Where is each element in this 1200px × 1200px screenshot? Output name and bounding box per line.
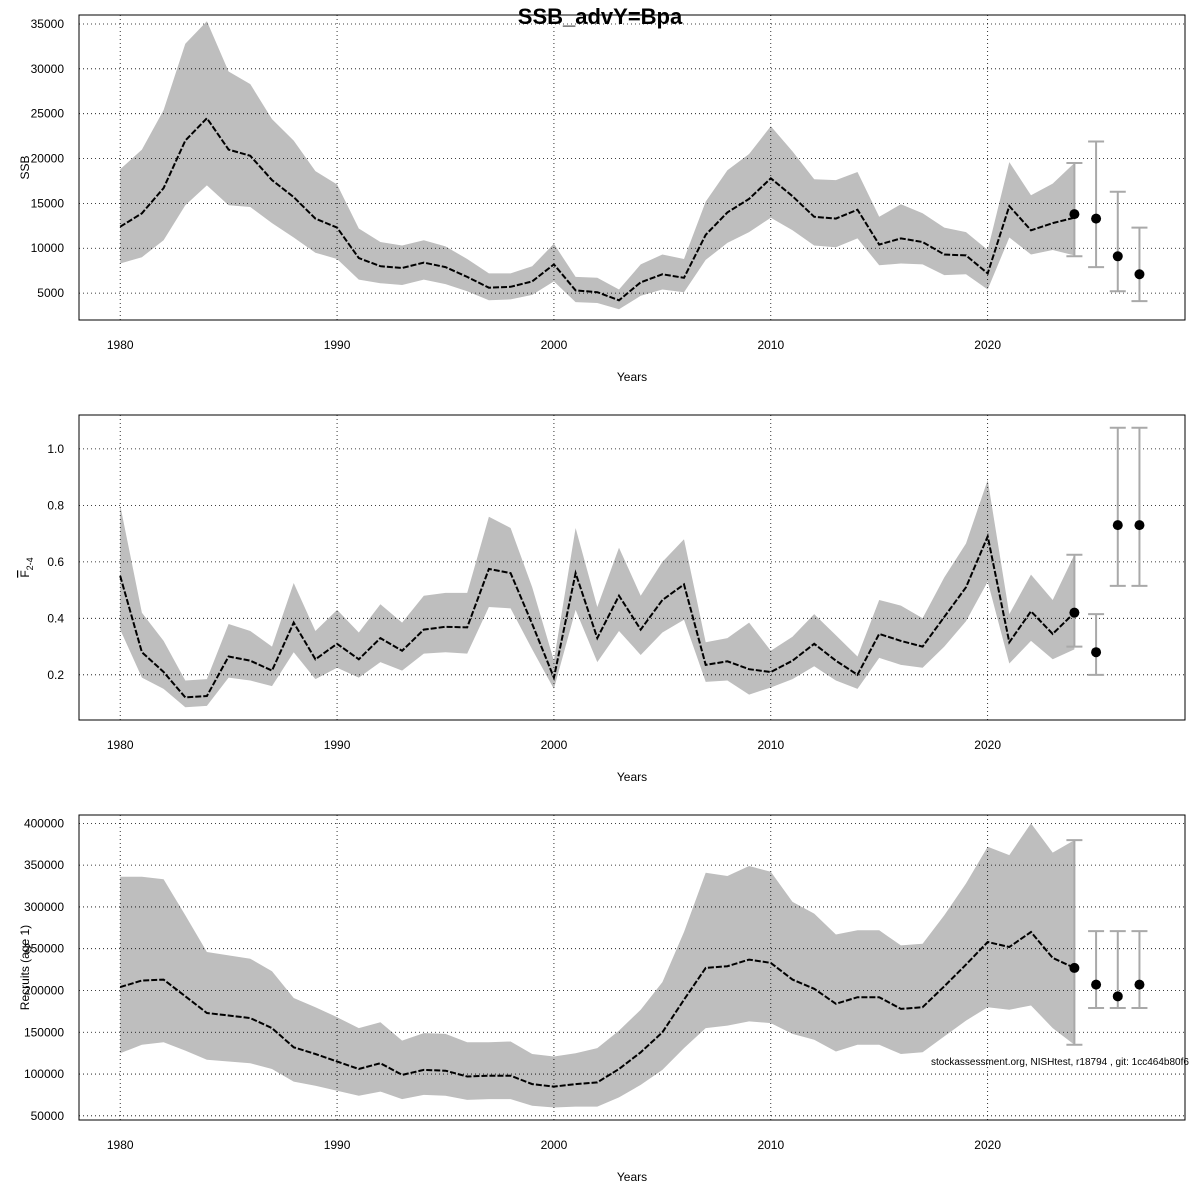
y-tick-label: 150000 [24, 1025, 64, 1039]
x-axis-label: Years [617, 1170, 647, 1184]
y-tick-label: 0.6 [47, 555, 64, 569]
x-tick-label: 2020 [974, 1138, 1001, 1152]
x-tick-label: 2010 [757, 738, 784, 752]
y-tick-label: 400000 [24, 816, 64, 830]
x-tick-label: 1990 [324, 338, 351, 352]
y-tick-label: 5000 [37, 286, 64, 300]
x-tick-label: 1980 [107, 738, 134, 752]
forecast-point [1112, 251, 1123, 262]
y-axis-label: F2-4 [18, 557, 35, 577]
forecast-point [1091, 647, 1102, 658]
y-tick-label: 25000 [31, 107, 65, 121]
plot-frame [78, 14, 1186, 321]
x-tick-label: 1980 [107, 338, 134, 352]
forecast-point [1091, 979, 1102, 990]
x-tick-label: 2000 [541, 338, 568, 352]
forecast-point [1112, 991, 1123, 1002]
panel-1: 1980 1990 2000 2010 2020 5000 10000 15000 20000 2… [18, 14, 1186, 384]
forecast-point [1112, 520, 1123, 531]
x-axis-label: Years [617, 770, 647, 784]
y-tick-label: 15000 [31, 196, 65, 210]
y-tick-label: 300000 [24, 900, 64, 914]
confidence-band [120, 823, 1075, 1108]
x-tick-label: 1980 [107, 1138, 134, 1152]
y-tick-label: 20000 [31, 152, 65, 166]
panel-3: 1980 1990 2000 2010 2020 50000 100000 150000 200… [18, 814, 1186, 1184]
x-axis-label: Years [617, 370, 647, 384]
y-axis-label: SSB [18, 155, 32, 179]
x-tick-label: 2000 [541, 738, 568, 752]
plot-frame [78, 814, 1186, 1121]
y-tick-label: 0.8 [47, 498, 64, 512]
x-tick-label: 2020 [974, 738, 1001, 752]
confidence-band [120, 480, 1075, 708]
y-tick-label: 350000 [24, 858, 64, 872]
y-tick-label: 10000 [31, 241, 65, 255]
y-tick-label: 0.4 [47, 611, 64, 625]
y-tick-label: 30000 [31, 62, 65, 76]
forecast-point [1069, 962, 1080, 973]
x-tick-label: 2000 [541, 1138, 568, 1152]
forecast-point [1069, 607, 1080, 618]
estimate-line [119, 930, 1075, 1088]
panel-2: 1980 1990 2000 2010 2020 0.2 0.4 0.6 0.8 1.0 Years… [18, 414, 1186, 784]
forecast-point [1134, 979, 1145, 990]
confidence-band [120, 21, 1075, 310]
x-tick-label: 2010 [757, 338, 784, 352]
y-tick-label: 35000 [31, 17, 65, 31]
plot-frame [78, 414, 1186, 721]
x-tick-label: 2020 [974, 338, 1001, 352]
x-tick-label: 1990 [324, 738, 351, 752]
y-tick-label: 0.2 [47, 668, 64, 682]
chart-title: SSB_advY=Bpa [518, 4, 683, 29]
y-tick-label: 50000 [31, 1109, 65, 1123]
y-tick-label: 100000 [24, 1067, 64, 1081]
x-tick-label: 2010 [757, 1138, 784, 1152]
forecast-point [1134, 520, 1145, 531]
forecast-point [1134, 269, 1145, 280]
footer-note: stockassessment.org, NISHtest, r18794 , … [931, 1057, 1189, 1068]
y-axis-label: Recruits (age 1) [18, 925, 32, 1010]
y-tick-label: 200000 [24, 983, 64, 997]
y-tick-label: 1.0 [47, 442, 64, 456]
x-tick-label: 1990 [324, 1138, 351, 1152]
y-tick-label: 250000 [24, 942, 64, 956]
estimate-line [119, 116, 1075, 302]
estimate-line [119, 533, 1076, 699]
forecast-point [1069, 209, 1080, 220]
forecast-point [1091, 213, 1102, 224]
